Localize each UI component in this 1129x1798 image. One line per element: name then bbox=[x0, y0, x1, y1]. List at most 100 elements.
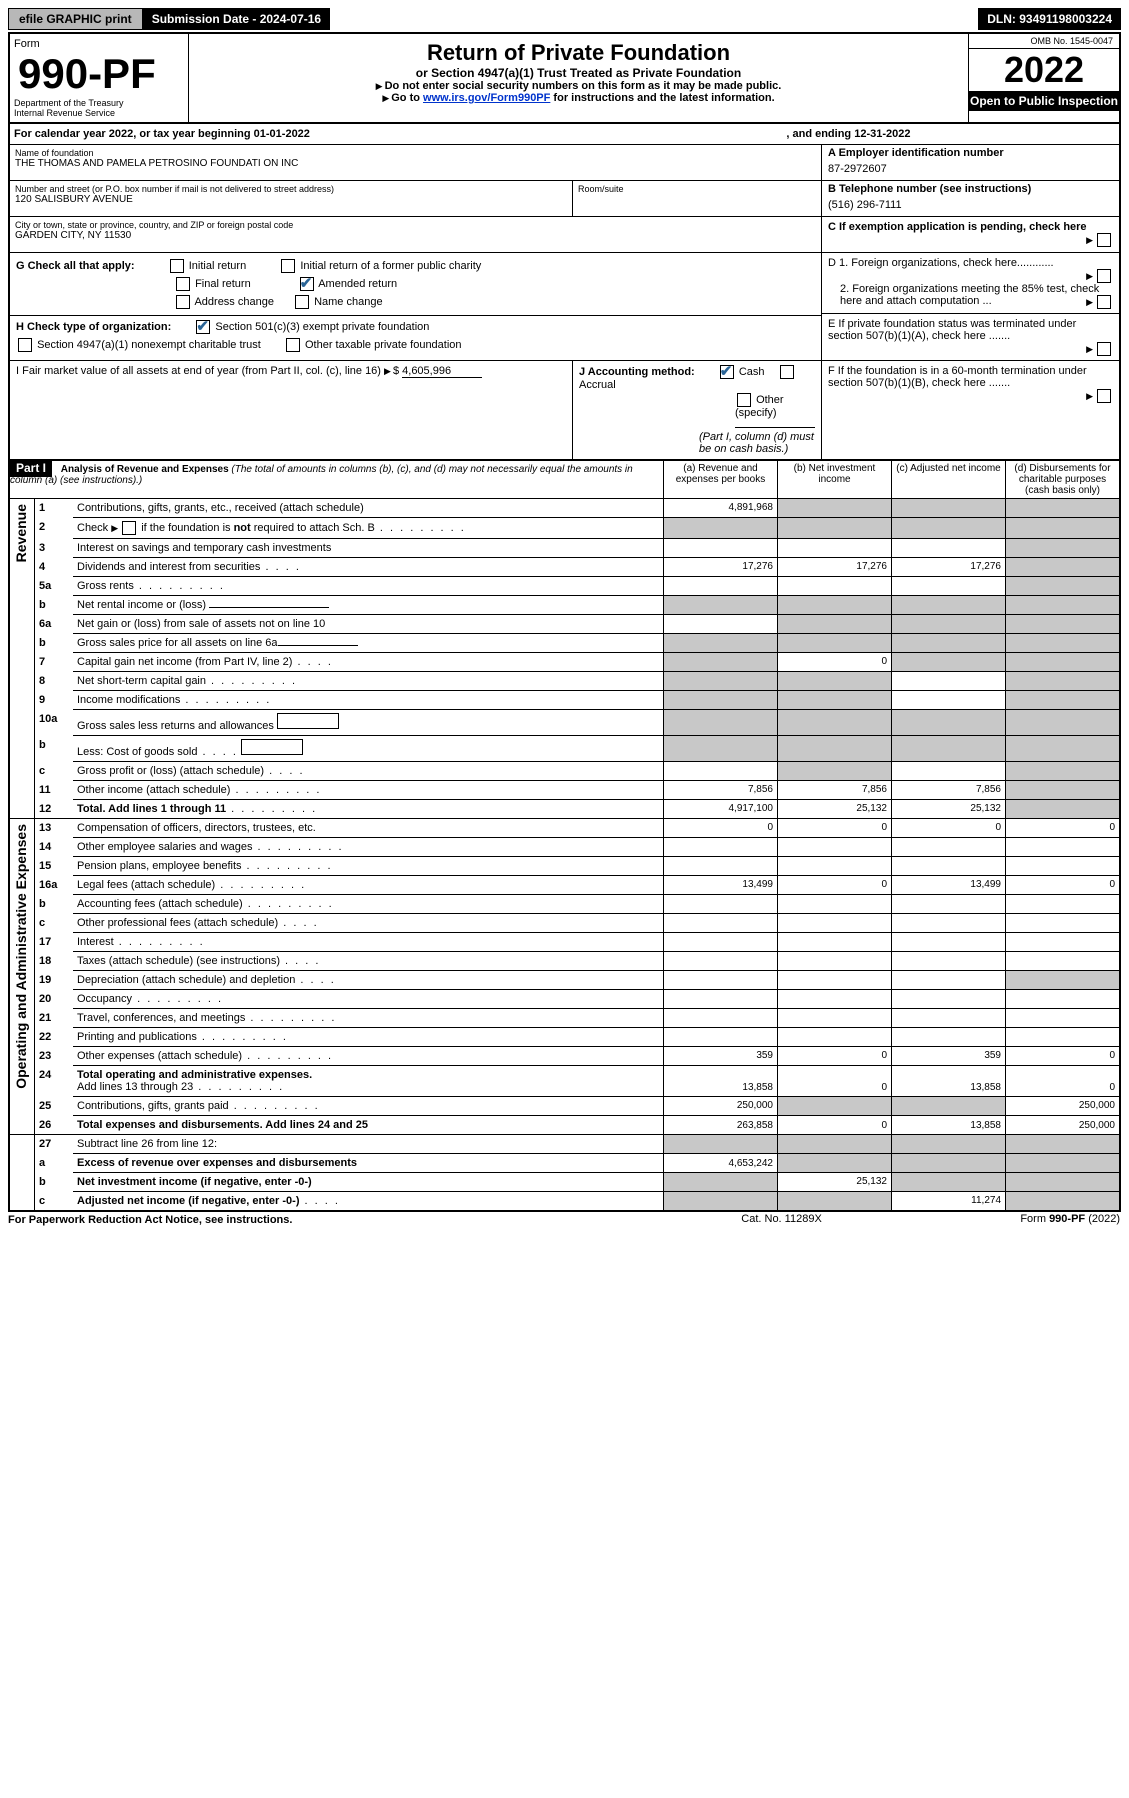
line-26-label: Total expenses and disbursements. Add li… bbox=[77, 1119, 368, 1131]
line-1-a: 4,891,968 bbox=[664, 499, 778, 518]
i-value: 4,605,996 bbox=[402, 365, 482, 378]
f-label: F If the foundation is in a 60-month ter… bbox=[828, 365, 1087, 389]
line-16a-a: 13,499 bbox=[664, 876, 778, 895]
g-initial-former-checkbox[interactable] bbox=[281, 259, 295, 273]
line-16b-label: Accounting fees (attach schedule) bbox=[77, 898, 243, 910]
top-bar: efile GRAPHIC print Submission Date - 20… bbox=[8, 8, 1121, 30]
line-4-a: 17,276 bbox=[664, 558, 778, 577]
col-b-header: (b) Net investment income bbox=[778, 460, 892, 499]
line-13-a: 0 bbox=[664, 819, 778, 838]
d1-label: D 1. Foreign organizations, check here..… bbox=[828, 257, 1054, 269]
efile-print-button[interactable]: efile GRAPHIC print bbox=[8, 8, 143, 30]
g-address-checkbox[interactable] bbox=[176, 295, 190, 309]
line-23-d: 0 bbox=[1006, 1047, 1121, 1066]
line-13-label: Compensation of officers, directors, tru… bbox=[73, 819, 664, 838]
page-footer: For Paperwork Reduction Act Notice, see … bbox=[8, 1212, 1121, 1228]
c-checkbox[interactable] bbox=[1097, 233, 1111, 247]
line-2-checkbox[interactable] bbox=[122, 521, 136, 535]
line-14-label: Other employee salaries and wages bbox=[77, 841, 252, 853]
line-26-d: 250,000 bbox=[1006, 1116, 1121, 1135]
line-8-label: Net short-term capital gain bbox=[77, 675, 206, 687]
city-label: City or town, state or province, country… bbox=[11, 218, 820, 230]
line-1-label: Contributions, gifts, grants, etc., rece… bbox=[73, 499, 664, 518]
j-cash-checkbox[interactable] bbox=[720, 365, 734, 379]
line-19-label: Depreciation (attach schedule) and deple… bbox=[77, 974, 295, 986]
line-16a-b: 0 bbox=[778, 876, 892, 895]
line-16a-c: 13,499 bbox=[892, 876, 1006, 895]
line-6a-label: Net gain or (loss) from sale of assets n… bbox=[73, 615, 664, 634]
line-27a-a: 4,653,242 bbox=[664, 1154, 778, 1173]
i-label: I Fair market value of all assets at end… bbox=[16, 365, 381, 377]
e-checkbox[interactable] bbox=[1097, 342, 1111, 356]
line-23-a: 359 bbox=[664, 1047, 778, 1066]
line-27b-b: 25,132 bbox=[778, 1173, 892, 1192]
h-label: H Check type of organization: bbox=[16, 321, 171, 333]
address-value: 120 SALISBURY AVENUE bbox=[11, 194, 571, 215]
line-2-pre: Check bbox=[77, 522, 111, 534]
d1-checkbox[interactable] bbox=[1097, 269, 1111, 283]
line-5b-label: Net rental income or (loss) bbox=[77, 599, 206, 611]
footer-cat: Cat. No. 11289X bbox=[684, 1212, 880, 1228]
g-final-checkbox[interactable] bbox=[176, 277, 190, 291]
j-accrual-label: Accrual bbox=[579, 379, 616, 391]
g-label: G Check all that apply: bbox=[16, 260, 135, 272]
line-18-label: Taxes (attach schedule) (see instruction… bbox=[77, 955, 280, 967]
form-subtitle: or Section 4947(a)(1) Trust Treated as P… bbox=[199, 66, 958, 80]
g-amended-checkbox[interactable] bbox=[300, 277, 314, 291]
line-5a-label: Gross rents bbox=[77, 580, 134, 592]
line-25-a: 250,000 bbox=[664, 1097, 778, 1116]
g-name-checkbox[interactable] bbox=[295, 295, 309, 309]
line-23-c: 359 bbox=[892, 1047, 1006, 1066]
phone-label: B Telephone number (see instructions) bbox=[828, 183, 1031, 195]
line-22-label: Printing and publications bbox=[77, 1031, 197, 1043]
g-final-label: Final return bbox=[195, 278, 251, 290]
form-number: 990-PF bbox=[14, 50, 184, 98]
d2-checkbox[interactable] bbox=[1097, 295, 1111, 309]
line-24-c: 13,858 bbox=[892, 1066, 1006, 1097]
identity-block: Name of foundation THE THOMAS AND PAMELA… bbox=[8, 145, 1121, 459]
g-initial-former-label: Initial return of a former public charit… bbox=[300, 260, 481, 272]
ein-value: 87-2972607 bbox=[828, 159, 1113, 175]
footer-left: For Paperwork Reduction Act Notice, see … bbox=[8, 1214, 292, 1226]
address-label: Number and street (or P.O. box number if… bbox=[11, 182, 571, 194]
line-24-b: 0 bbox=[778, 1066, 892, 1097]
line-10a-label: Gross sales less returns and allowances bbox=[77, 720, 274, 732]
h-4947-label: Section 4947(a)(1) nonexempt charitable … bbox=[37, 339, 261, 351]
instr-goto-pre: Go to bbox=[391, 92, 423, 104]
j-cash-label: Cash bbox=[739, 366, 765, 378]
calendar-year-begin: For calendar year 2022, or tax year begi… bbox=[14, 128, 310, 140]
d2-label: 2. Foreign organizations meeting the 85%… bbox=[840, 283, 1099, 307]
line-4-label: Dividends and interest from securities bbox=[77, 561, 260, 573]
h-501c3-checkbox[interactable] bbox=[196, 320, 210, 334]
col-d-header: (d) Disbursements for charitable purpose… bbox=[1006, 460, 1121, 499]
form-header: Form 990-PF Department of the Treasury I… bbox=[8, 32, 1121, 124]
h-4947-checkbox[interactable] bbox=[18, 338, 32, 352]
line-23-label: Other expenses (attach schedule) bbox=[77, 1050, 242, 1062]
line-10c-label: Gross profit or (loss) (attach schedule) bbox=[77, 765, 264, 777]
line-27b-label: Net investment income (if negative, ente… bbox=[77, 1176, 312, 1188]
dept-label: Department of the Treasury Internal Reve… bbox=[14, 98, 184, 118]
line-3-label: Interest on savings and temporary cash i… bbox=[73, 539, 664, 558]
line-4-c: 17,276 bbox=[892, 558, 1006, 577]
f-checkbox[interactable] bbox=[1097, 389, 1111, 403]
line-24-d: 0 bbox=[1006, 1066, 1121, 1097]
g-amended-label: Amended return bbox=[318, 278, 397, 290]
line-16c-label: Other professional fees (attach schedule… bbox=[77, 917, 278, 929]
line-7-b: 0 bbox=[778, 653, 892, 672]
line-12-a: 4,917,100 bbox=[664, 800, 778, 819]
line-12-label: Total. Add lines 1 through 11 bbox=[77, 803, 226, 815]
h-other-checkbox[interactable] bbox=[286, 338, 300, 352]
j-other-checkbox[interactable] bbox=[737, 393, 751, 407]
col-c-header: (c) Adjusted net income bbox=[892, 460, 1006, 499]
line-24-a: 13,858 bbox=[664, 1066, 778, 1097]
line-24-label: Total operating and administrative expen… bbox=[77, 1069, 312, 1081]
op-expenses-section-label: Operating and Administrative Expenses bbox=[11, 820, 31, 1093]
j-accrual-checkbox[interactable] bbox=[780, 365, 794, 379]
dln-label: DLN: 93491198003224 bbox=[978, 8, 1121, 30]
line-10b-label: Less: Cost of goods sold bbox=[77, 746, 197, 758]
line-23-b: 0 bbox=[778, 1047, 892, 1066]
instructions-link[interactable]: www.irs.gov/Form990PF bbox=[423, 92, 550, 104]
g-initial-checkbox[interactable] bbox=[170, 259, 184, 273]
form-label: Form bbox=[14, 38, 184, 50]
g-address-label: Address change bbox=[194, 296, 274, 308]
